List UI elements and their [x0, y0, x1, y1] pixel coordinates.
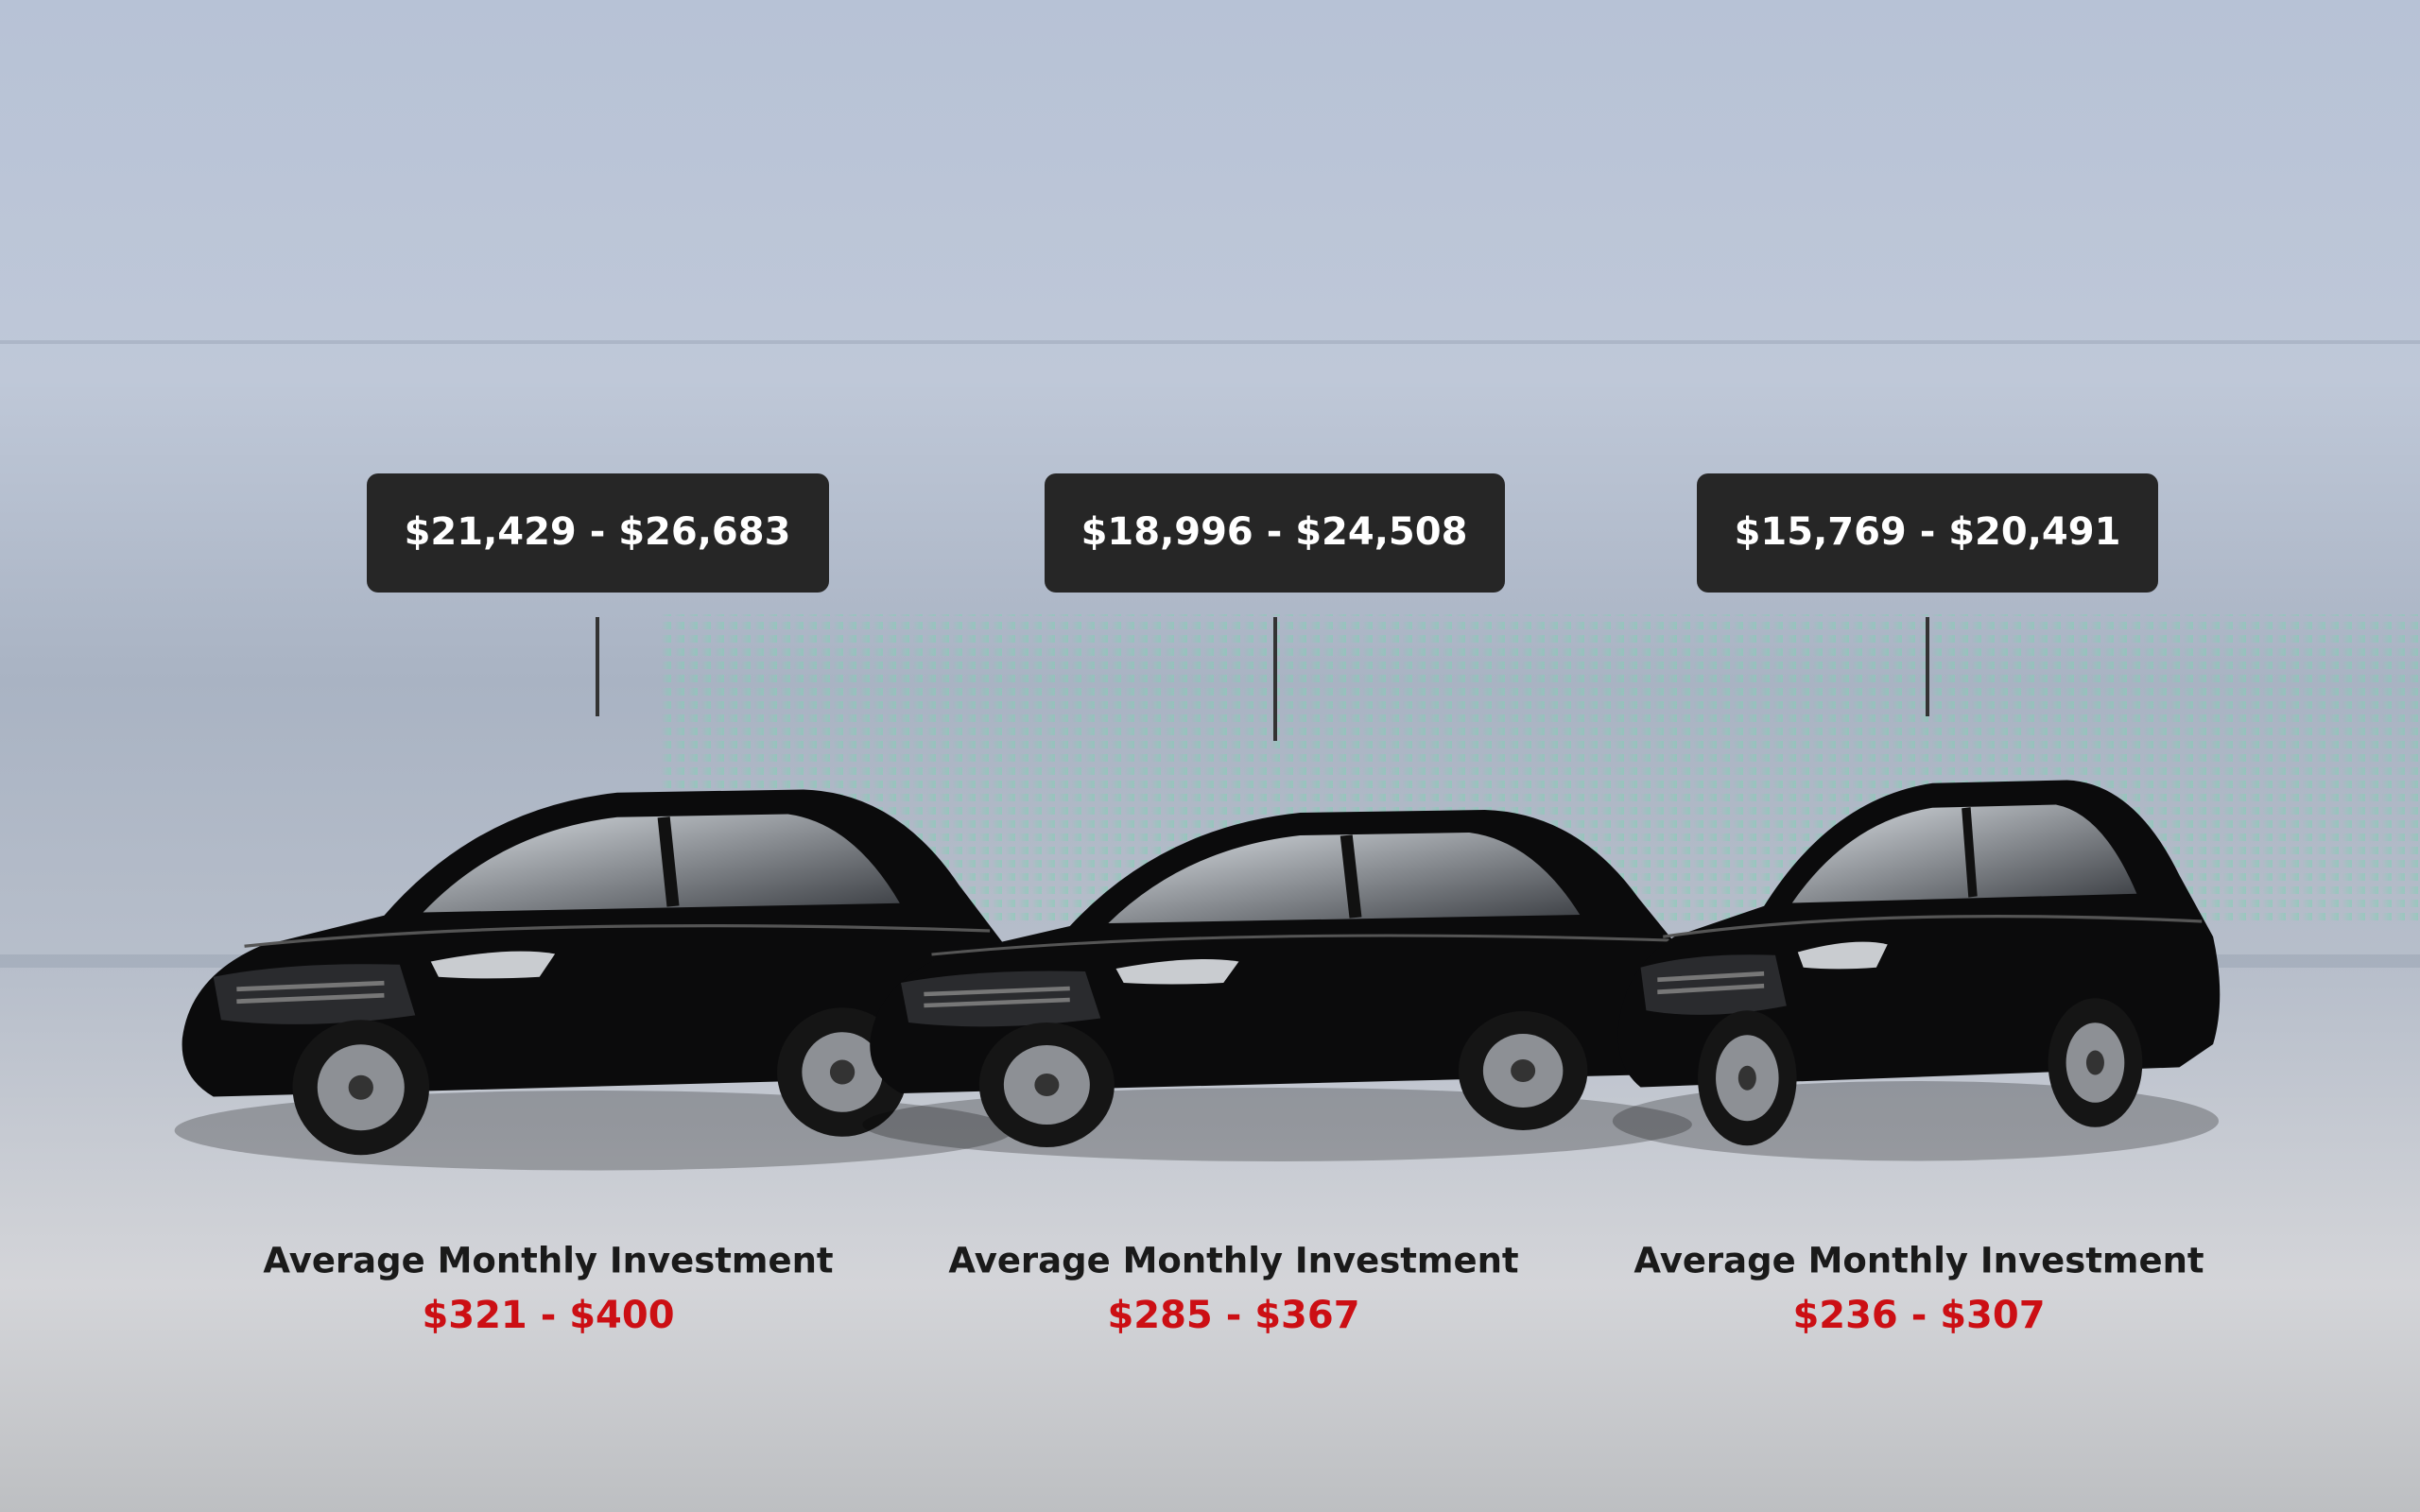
streak [0, 340, 2420, 344]
monthly-range: $285 - $367 [1107, 1294, 1359, 1337]
car-2: $18,996 - $24,508 Average Monthly Invest… [948, 473, 1519, 1337]
monthly-range: $236 - $307 [1792, 1294, 2045, 1337]
price-range: $21,429 - $26,683 [405, 510, 791, 554]
price-range: $15,769 - $20,491 [1735, 510, 2121, 554]
monthly-label: Average Monthly Investment [948, 1241, 1518, 1281]
car-3: $15,769 - $20,491 Average Monthly Invest… [1634, 473, 2204, 1337]
car-1: $21,429 - $26,683 Average Monthly Invest… [263, 473, 834, 1337]
monthly-label: Average Monthly Investment [263, 1241, 833, 1281]
price-box [367, 473, 829, 593]
monthly-label: Average Monthly Investment [1634, 1241, 2204, 1281]
monthly-range: $321 - $400 [422, 1294, 674, 1337]
price-box [1697, 473, 2158, 593]
price-box [1045, 473, 1505, 593]
price-range: $18,996 - $24,508 [1081, 510, 1468, 554]
